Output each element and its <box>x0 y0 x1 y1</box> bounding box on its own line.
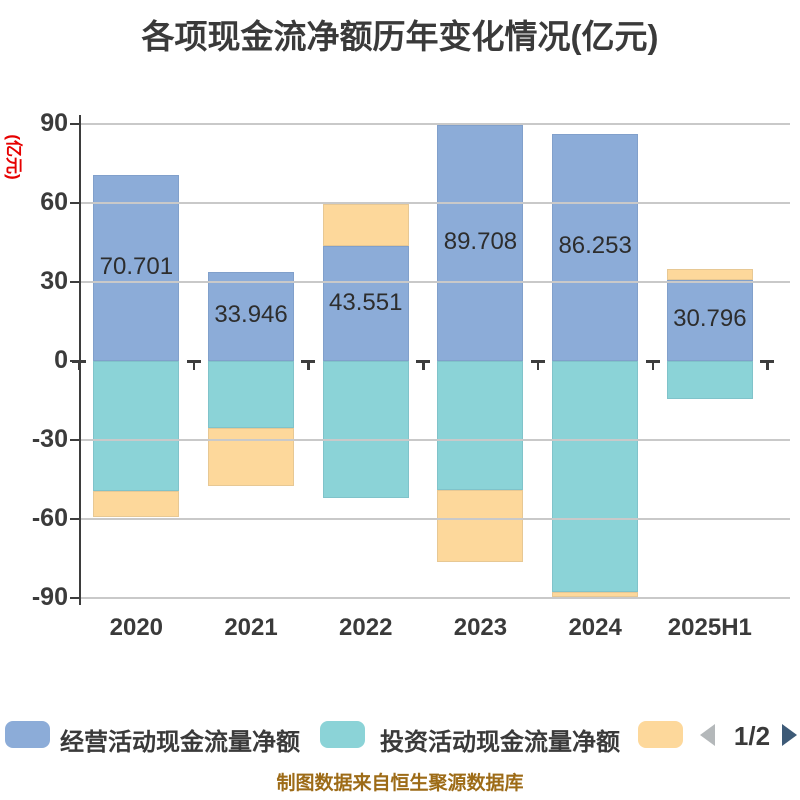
y-axis-tick-label: 60 <box>40 188 68 217</box>
legend-pager-prev-icon[interactable] <box>700 724 715 746</box>
bar-segment-2024-s2[interactable] <box>552 591 639 597</box>
bar-segment-2025H1-s2[interactable] <box>666 269 753 280</box>
bar-segment-2020-s2[interactable] <box>93 490 180 518</box>
x-axis-label-2020: 2020 <box>109 614 164 641</box>
x-axis-tick <box>536 361 540 370</box>
gridline-90 <box>79 123 790 126</box>
gridline-30 <box>79 281 790 283</box>
bar-segment-2021-s2[interactable] <box>208 427 295 487</box>
legend-swatch-third[interactable] <box>638 721 683 748</box>
bar-value-label: 86.253 <box>558 232 632 260</box>
bar-segment-2021-s1[interactable] <box>208 361 295 428</box>
legend-label-investing[interactable]: 投资活动现金流量净额 <box>380 729 620 756</box>
y-axis-tick-label: -90 <box>31 582 68 611</box>
x-axis-label-2023: 2023 <box>453 614 508 641</box>
bar-segment-2020-s1[interactable] <box>93 361 180 491</box>
y-axis-tick <box>70 202 79 205</box>
bar-segment-2022-s1[interactable] <box>322 361 409 498</box>
legend-pager-next-icon[interactable] <box>782 724 797 746</box>
x-axis-tick <box>78 361 81 370</box>
bar-segment-2022-s0[interactable] <box>322 246 409 361</box>
legend: 经营活动现金流量净额 投资活动现金流量净额 1/2 <box>0 721 800 756</box>
y-axis-tick <box>70 123 79 126</box>
x-axis-tick <box>192 361 196 370</box>
x-axis-label-2024: 2024 <box>568 614 622 641</box>
bar-value-label: 33.946 <box>214 301 288 329</box>
y-axis-tick-label: 90 <box>40 109 68 138</box>
x-axis-tick <box>307 361 310 370</box>
legend-pager-text: 1/2 <box>733 721 771 751</box>
y-axis-tick-label: -30 <box>31 424 68 453</box>
bar-segment-2020-s0[interactable] <box>93 174 180 361</box>
bar-segment-2024-s1[interactable] <box>552 361 639 592</box>
x-axis-tick <box>422 361 425 370</box>
x-axis-label-2025H1: 2025H1 <box>667 614 752 641</box>
bar-value-label: 43.551 <box>329 288 403 316</box>
footer-credit: 制图数据来自恒生聚源数据库 <box>276 773 524 794</box>
gridline-60 <box>79 202 790 205</box>
bar-segment-2024-s0[interactable] <box>552 133 639 361</box>
gridline--90 <box>79 596 790 599</box>
y-axis-tick-label: 0 <box>54 346 68 374</box>
legend-label-operating[interactable]: 经营活动现金流量净额 <box>60 729 300 756</box>
bar-value-label: 89.708 <box>443 227 518 255</box>
bar-segment-2023-s2[interactable] <box>437 490 524 563</box>
bar-segment-2021-s0[interactable] <box>208 271 295 361</box>
bar-segment-2025H1-s1[interactable] <box>666 361 753 400</box>
gridline--30 <box>79 438 790 441</box>
gridline--60 <box>79 517 790 520</box>
bar-segment-2022-s2[interactable] <box>322 203 409 247</box>
bar-value-label: 30.796 <box>673 305 747 333</box>
y-axis-tick <box>70 517 79 520</box>
x-axis-label-2021: 2021 <box>224 614 278 641</box>
bar-segment-2025H1-s0[interactable] <box>666 279 753 361</box>
y-axis-tick <box>70 281 79 283</box>
y-axis-tick <box>70 438 79 441</box>
bar-segment-2023-s0[interactable] <box>437 124 524 361</box>
legend-swatch-investing[interactable] <box>320 721 365 748</box>
chart-title: 各项现金流净额历年变化情况(亿元) <box>141 18 659 55</box>
x-axis-tick <box>766 361 769 370</box>
x-axis-tick <box>651 361 654 370</box>
bar-segment-2023-s1[interactable] <box>437 361 524 491</box>
bar-value-label: 70.701 <box>99 252 174 280</box>
y-axis-tick-label: -60 <box>31 503 68 532</box>
legend-swatch-operating[interactable] <box>5 721 50 748</box>
y-axis-tick-label: 30 <box>40 267 68 295</box>
y-axis-tick <box>70 596 79 599</box>
x-axis-label-2022: 2022 <box>339 614 393 641</box>
